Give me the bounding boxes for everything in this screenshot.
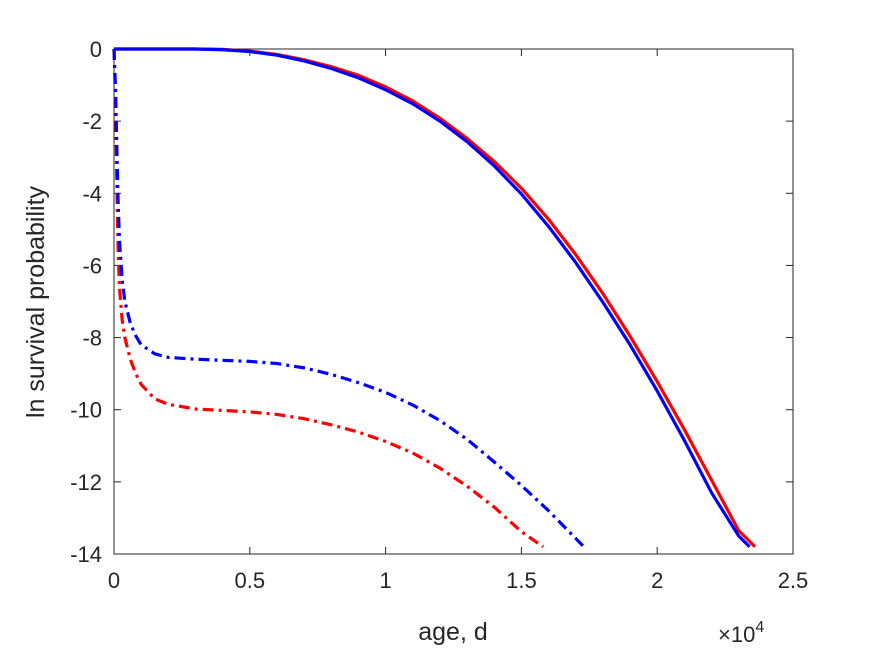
- x-tick-label: 1.5: [506, 568, 537, 593]
- y-tick-label: -12: [70, 470, 102, 495]
- y-tick-label: -14: [70, 542, 102, 567]
- x-tick-label: 1: [379, 568, 391, 593]
- y-tick-label: -2: [82, 109, 102, 134]
- y-tick-label: -8: [82, 326, 102, 351]
- y-tick-label: -4: [82, 181, 102, 206]
- x-multiplier-label: ×104: [718, 619, 764, 647]
- x-axis-label: age, d: [418, 618, 488, 646]
- x-multiplier-base: ×10: [718, 622, 755, 647]
- x-tick-label: 2: [651, 568, 663, 593]
- x-tick-label: 0: [108, 568, 120, 593]
- x-tick-labels: 0 0.5 1 1.5 2 2.5: [108, 568, 808, 593]
- dashdot-line-red: [112, 48, 545, 549]
- y-tick-label: 0: [90, 37, 102, 62]
- series-lines: [112, 47, 757, 549]
- y-tick-label: -10: [70, 398, 102, 423]
- y-tick-label: -6: [82, 253, 102, 278]
- y-axis-label: ln survival probability: [22, 185, 50, 418]
- y-tick-labels: 0 -2 -4 -6 -8 -10 -12 -14: [70, 37, 102, 567]
- x-multiplier-exponent: 4: [755, 619, 764, 636]
- solid-line-blue: [114, 47, 751, 548]
- x-tick-label: 2.5: [778, 568, 809, 593]
- dashdot-line-blue: [112, 48, 586, 548]
- x-tick-label: 0.5: [235, 568, 266, 593]
